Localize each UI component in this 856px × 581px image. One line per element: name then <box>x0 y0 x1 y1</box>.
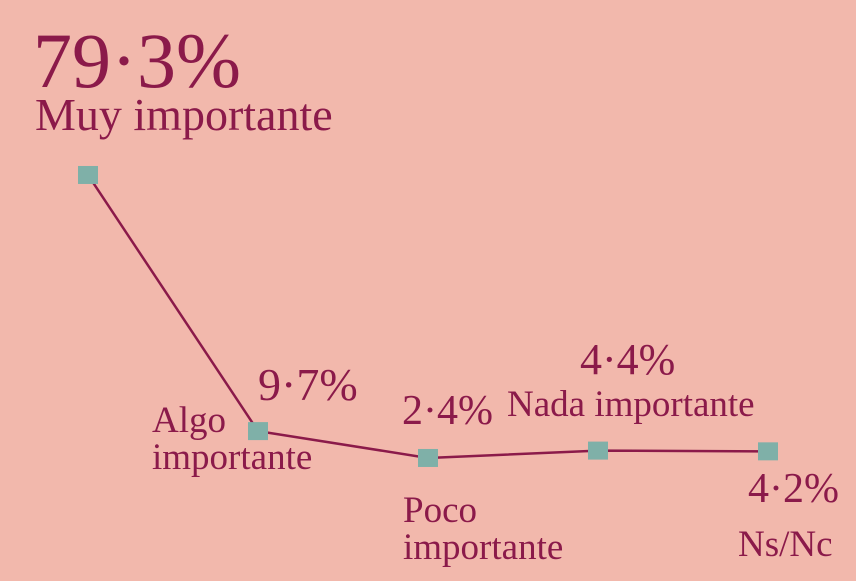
category-label: Poco importante <box>403 490 564 568</box>
marker <box>588 441 608 460</box>
value-label: 2·4% <box>402 388 493 434</box>
value-label: 4·2% <box>748 466 839 512</box>
category-label: Ns/Nc <box>738 524 833 565</box>
marker <box>418 448 438 467</box>
category-label: Muy importante <box>35 89 333 140</box>
value-label: 79·3% <box>33 17 241 104</box>
marker <box>248 422 268 441</box>
value-label: 4·4% <box>580 335 676 384</box>
marker <box>758 442 778 461</box>
category-label: Algo importante <box>152 400 313 478</box>
value-label: 9·7% <box>258 359 358 410</box>
category-label: Nada importante <box>507 384 755 425</box>
marker <box>78 165 98 184</box>
